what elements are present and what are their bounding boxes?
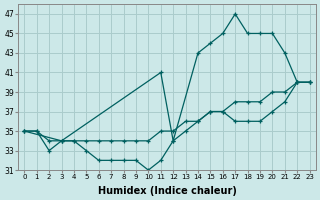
X-axis label: Humidex (Indice chaleur): Humidex (Indice chaleur) bbox=[98, 186, 236, 196]
